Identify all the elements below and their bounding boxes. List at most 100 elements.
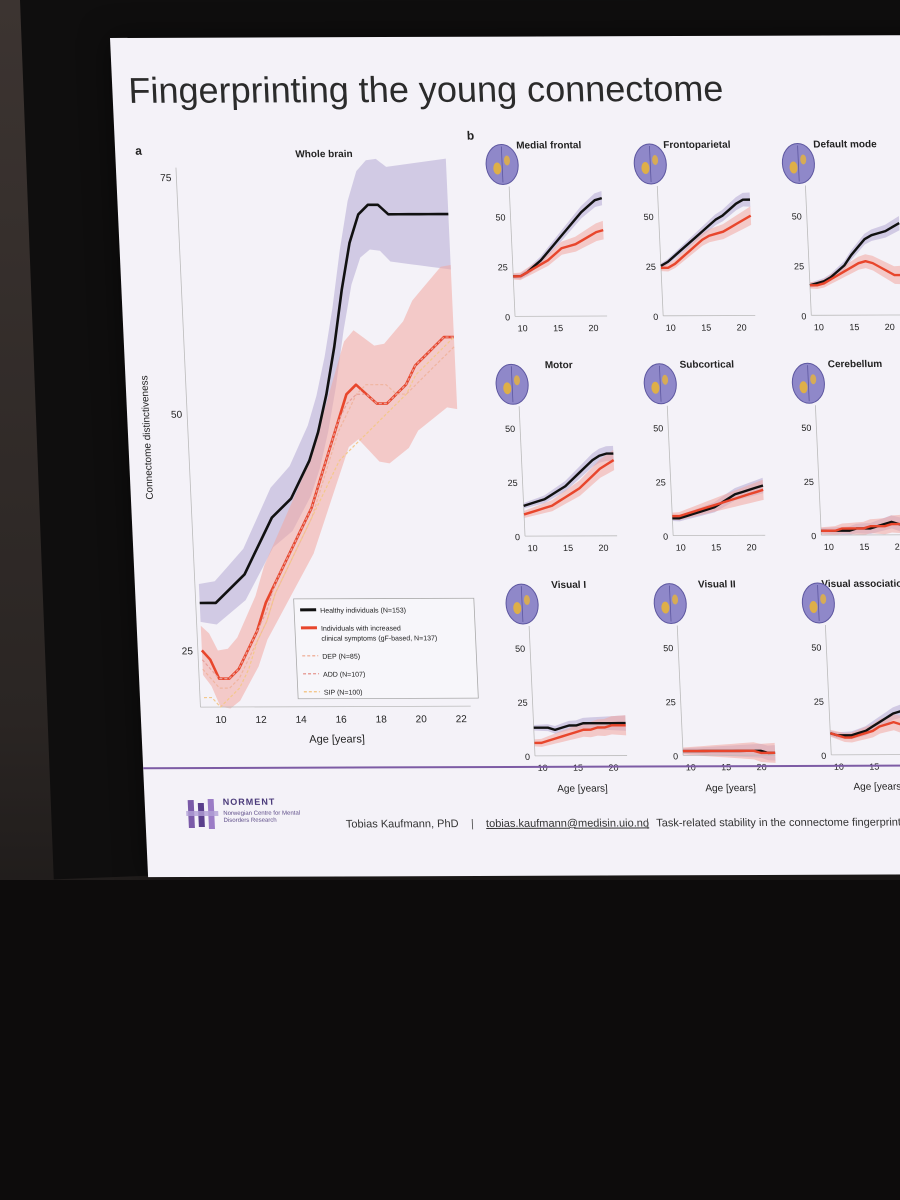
y-tick-label: 0 xyxy=(525,752,530,762)
y-tick-label: 0 xyxy=(505,312,510,322)
x-tick-label: 18 xyxy=(375,714,387,725)
chart-title: Cerebellum xyxy=(827,359,882,370)
x-tick-label: 12 xyxy=(255,715,267,726)
brain-activation xyxy=(513,602,522,615)
x-tick-label: 20 xyxy=(598,543,608,553)
brain-midline xyxy=(797,145,800,182)
y-axis-line xyxy=(175,167,201,708)
x-tick-label: 20 xyxy=(415,714,427,725)
y-tick-label: 50 xyxy=(811,643,821,653)
brain-icon xyxy=(801,582,835,624)
author-email-link[interactable]: tobias.kaufmann@medisin.uio.no xyxy=(485,817,650,830)
y-tick-label: 0 xyxy=(515,532,520,542)
confidence-band xyxy=(682,742,776,763)
x-tick-label: 15 xyxy=(859,542,869,552)
confidence-band xyxy=(809,254,900,290)
brain-activation xyxy=(493,162,502,175)
chart-whole-brain: 25 50 75 10 12 14 16 18 20 22 Whole brain Age [year… xyxy=(139,149,471,746)
author-name: Tobias Kaufmann, PhD xyxy=(345,818,459,831)
y-tick-label: 50 xyxy=(515,644,525,654)
brain-midline xyxy=(510,366,514,403)
x-tick-label: 10 xyxy=(824,542,834,552)
brain-midline xyxy=(817,585,820,622)
brain-activation xyxy=(799,381,808,394)
y-axis-line xyxy=(814,405,822,536)
confidence-band xyxy=(830,714,900,743)
brain-midline xyxy=(520,586,524,623)
presentation-slide: Fingerprinting the young connectome a b … xyxy=(110,35,900,878)
y-tick-label: 25 xyxy=(498,262,508,272)
brain-midline xyxy=(500,146,504,183)
y-tick-label: 50 xyxy=(653,423,663,433)
chart-medial-frontal: 0 25 50 10 15 20 Medial frontal xyxy=(495,140,608,333)
chart-title: Whole brain xyxy=(295,149,353,160)
y-tick-label: 25 xyxy=(804,477,814,487)
x-tick-label: 20 xyxy=(736,323,746,333)
chart-subcortical: 0 25 50 10 15 20 Subcortical xyxy=(653,360,766,553)
brain-icon xyxy=(485,144,519,185)
x-tick-label: 10 xyxy=(527,543,537,553)
brain-icon xyxy=(791,362,825,404)
series-line xyxy=(523,459,615,516)
brain-activation xyxy=(809,601,818,614)
brain-icon xyxy=(781,143,815,184)
chart-motor: 0 25 50 10 15 20 Motor xyxy=(505,360,618,553)
chart-title: Visual association xyxy=(821,579,900,590)
brain-icon xyxy=(505,583,539,625)
chart-title: Visual I xyxy=(551,580,587,591)
y-tick-label: 25 xyxy=(517,698,527,708)
series-line xyxy=(513,228,604,278)
y-tick-label: 75 xyxy=(160,173,172,184)
x-axis-line xyxy=(200,705,471,708)
legend-label: Healthy individuals (N=153) xyxy=(320,607,406,614)
brain-activation xyxy=(652,154,659,165)
chart-title: Frontoparietal xyxy=(663,140,731,151)
brain-icon xyxy=(495,363,529,405)
x-tick-label: 20 xyxy=(746,542,756,552)
confidence-band xyxy=(198,158,451,625)
whole-brain-chart: 25 50 75 10 12 14 16 18 20 22 Whole brain Age [year… xyxy=(139,149,479,746)
x-tick-label: 14 xyxy=(295,715,307,726)
x-tick-label: 16 xyxy=(335,715,347,726)
y-tick-label: 25 xyxy=(507,478,517,488)
x-tick-label: 10 xyxy=(215,715,227,726)
brain-midline xyxy=(659,365,662,402)
y-tick-label: 0 xyxy=(811,531,816,541)
y-tick-label: 50 xyxy=(495,212,505,222)
org-name: NORMENT xyxy=(222,796,276,807)
x-tick-label: 10 xyxy=(814,322,824,332)
y-tick-label: 25 xyxy=(646,262,656,272)
y-axis-line xyxy=(518,406,526,537)
brain-activation xyxy=(810,374,817,385)
brain-midline xyxy=(807,365,810,402)
chart-title: Medial frontal xyxy=(516,140,582,151)
x-axis-label: Age [years] xyxy=(853,782,900,793)
x-tick-label: 15 xyxy=(701,323,711,333)
brain-icon xyxy=(633,143,667,185)
x-tick-label: 20 xyxy=(588,323,598,333)
y-axis-line xyxy=(824,624,832,755)
brain-icon xyxy=(643,363,677,405)
brain-midline xyxy=(649,146,652,182)
brain-activation xyxy=(800,154,807,165)
brain-activation xyxy=(503,155,510,166)
x-tick-label: 15 xyxy=(563,543,573,553)
series-line xyxy=(809,222,900,287)
legend-box xyxy=(293,597,479,700)
dark-foreground xyxy=(0,880,900,1200)
y-tick-label: 0 xyxy=(673,751,678,761)
y-tick-label: 25 xyxy=(665,697,675,707)
footer-note: Task-related stability in the connectome… xyxy=(655,816,900,830)
series-line xyxy=(829,720,900,739)
series-line xyxy=(199,203,449,605)
series-line xyxy=(660,214,752,270)
series-line xyxy=(821,522,900,532)
network-charts-grid: 0 25 50 10 15 20 Medial frontal 0 25 50 10 15 20 Fron… xyxy=(485,139,900,795)
chart-title: Default mode xyxy=(813,139,877,150)
series-line xyxy=(660,198,751,267)
y-tick-label: 50 xyxy=(792,211,802,221)
series-line xyxy=(202,346,455,689)
x-tick-label: 20 xyxy=(885,322,895,332)
org-subtitle: Norwegian Centre for Mental Disorders Re… xyxy=(223,810,301,824)
y-tick-label: 50 xyxy=(663,643,673,653)
